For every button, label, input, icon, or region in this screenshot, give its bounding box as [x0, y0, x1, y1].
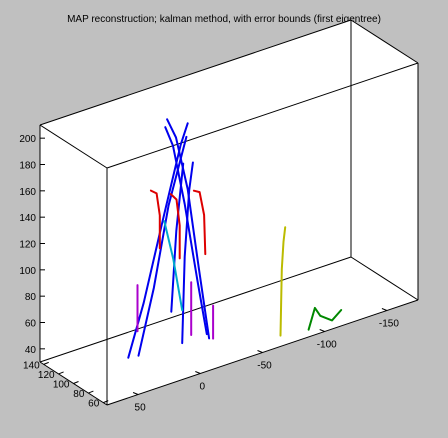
box-edge: [39, 124, 108, 169]
z-tick-label: 160: [19, 187, 36, 198]
z-tick-label: 180: [19, 161, 36, 172]
z-tick-label: 140: [19, 213, 36, 224]
y-tick-label: 60: [88, 399, 100, 410]
z-tick-label: 80: [25, 292, 37, 303]
z-tick-label: 100: [19, 266, 36, 277]
series-line-7: [192, 189, 207, 256]
y-tick-label: 140: [23, 360, 40, 371]
x-tick-mark: [195, 371, 201, 374]
series-line-8: [169, 193, 181, 260]
series-line-5: [137, 135, 188, 357]
y-tick-mark: [103, 400, 109, 404]
x-tick-label: 0: [200, 382, 206, 393]
series-line-10: [163, 220, 184, 312]
y-tick-mark: [88, 390, 94, 394]
z-tick-label: 40: [25, 345, 37, 356]
x-tick-label: -150: [379, 319, 399, 330]
series-line-4: [127, 122, 189, 359]
plot-box-panel: [40, 20, 418, 405]
series-line-9: [149, 189, 161, 250]
x-tick-mark: [132, 392, 139, 395]
x-tick-label: -100: [317, 340, 337, 351]
z-tick-label: 120: [19, 240, 36, 251]
x-tick-label: 50: [135, 403, 147, 414]
x-axis: -150 -100 -50 0 50: [132, 308, 399, 414]
series-line-2: [166, 118, 211, 340]
chart-title: MAP reconstruction; kalman method, with …: [67, 14, 381, 25]
y-tick-mark: [58, 371, 64, 375]
x-tick-mark: [257, 350, 263, 353]
series-line-1: [164, 126, 208, 336]
box-edge: [39, 256, 352, 363]
y-tick-mark: [73, 381, 79, 384]
box-edge: [350, 256, 419, 301]
box-edge: [39, 19, 352, 126]
z-tick-label: 60: [25, 319, 37, 330]
box-edge: [350, 19, 419, 64]
series-line-14: [279, 226, 287, 337]
y-tick-label: 120: [38, 370, 55, 381]
y-tick-label: 100: [53, 380, 70, 391]
z-tick-label: 200: [19, 134, 36, 145]
y-tick-mark: [43, 361, 49, 365]
x-tick-mark: [381, 308, 388, 311]
z-axis: 40 60 80 100 120 140 160 180 200: [19, 134, 45, 356]
x-tick-label: -50: [257, 361, 272, 372]
box-edge: [106, 62, 419, 169]
data-curves: [127, 118, 343, 359]
series-line-6: [170, 162, 185, 313]
x-tick-mark: [319, 329, 325, 332]
series-line-15: [307, 306, 343, 331]
series-line-3: [181, 161, 194, 345]
y-tick-label: 80: [73, 389, 85, 400]
